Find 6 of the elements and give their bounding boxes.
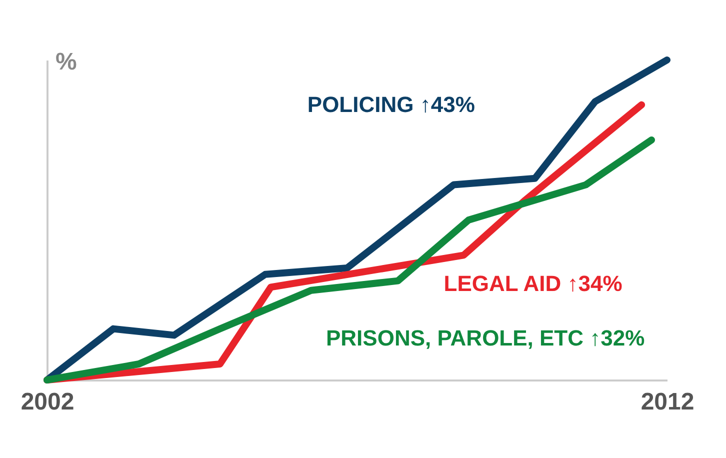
x-tick-label: 2002 xyxy=(20,388,74,416)
x-tick-label: 2012 xyxy=(640,388,694,416)
series-label: LEGAL AID ↑34% xyxy=(444,271,622,296)
text: POLICING ↑43% xyxy=(307,92,475,117)
y-axis-title: % xyxy=(56,48,77,76)
series-label: PRISONS, PAROLE, ETC ↑32% xyxy=(326,325,645,350)
